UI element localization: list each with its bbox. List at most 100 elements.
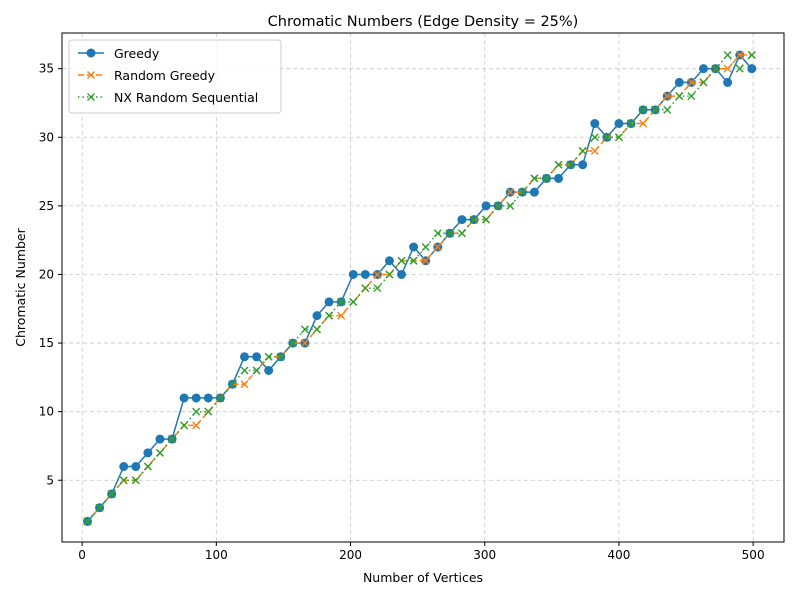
data-point-random-greedy: [723, 64, 732, 73]
series-layer: [82, 50, 757, 526]
data-point-nx-random-sequential: [506, 201, 515, 210]
data-point-nx-random-sequential: [312, 325, 321, 334]
data-point-random-greedy: [240, 380, 249, 389]
legend-marker-nx-random-sequential: [87, 93, 95, 101]
data-point-greedy: [240, 352, 250, 362]
data-point-nx-random-sequential: [180, 421, 189, 430]
data-point-nx-random-sequential: [554, 160, 563, 169]
data-point-nx-random-sequential: [445, 229, 454, 238]
data-point-nx-random-sequential: [747, 50, 756, 59]
legend-label-random-greedy: Random Greedy: [114, 68, 216, 83]
data-point-nx-random-sequential: [614, 133, 623, 142]
data-point-random-greedy: [639, 119, 648, 128]
plot-frame: [61, 32, 785, 543]
data-point-nx-random-sequential: [578, 146, 587, 155]
data-point-nx-random-sequential: [192, 407, 201, 416]
data-point-random-greedy: [590, 146, 599, 155]
y-tick-label: 10: [39, 405, 54, 419]
data-point-nx-random-sequential: [240, 366, 249, 375]
legend-marker-greedy: [86, 48, 96, 58]
legend-box: [68, 39, 282, 114]
data-point-nx-random-sequential: [119, 476, 128, 485]
data-point-greedy: [481, 201, 491, 211]
data-point-nx-random-sequential: [325, 311, 334, 320]
y-tick-label: 25: [39, 199, 54, 213]
data-point-nx-random-sequential: [409, 256, 418, 265]
data-point-greedy: [312, 311, 322, 321]
data-point-greedy: [578, 160, 588, 170]
x-tick-label: 200: [339, 548, 362, 562]
data-point-greedy: [264, 366, 274, 376]
data-point-nx-random-sequential: [252, 366, 261, 375]
data-point-nx-random-sequential: [735, 64, 744, 73]
data-point-nx-random-sequential: [675, 92, 684, 101]
data-point-greedy: [529, 187, 539, 197]
data-point-greedy: [409, 242, 419, 252]
data-point-greedy: [614, 119, 624, 129]
legend-marker-random-greedy: [87, 71, 95, 79]
data-point-nx-random-sequential: [651, 105, 660, 114]
y-tick-label: 5: [46, 473, 54, 487]
data-point-nx-random-sequential: [433, 229, 442, 238]
x-tick-label: 0: [78, 548, 86, 562]
data-point-nx-random-sequential: [276, 352, 285, 361]
data-point-nx-random-sequential: [627, 119, 636, 128]
data-point-nx-random-sequential: [518, 188, 527, 197]
series-nx-random-sequential: [83, 50, 756, 526]
data-point-greedy: [131, 462, 141, 472]
data-point-greedy: [747, 64, 757, 74]
data-point-nx-random-sequential: [639, 105, 648, 114]
data-point-random-greedy: [192, 421, 201, 430]
y-tick-label: 35: [39, 62, 54, 76]
data-point-nx-random-sequential: [204, 407, 213, 416]
data-point-random-greedy: [687, 78, 696, 87]
data-point-random-greedy: [421, 256, 430, 265]
data-point-nx-random-sequential: [107, 489, 116, 498]
data-point-nx-random-sequential: [457, 229, 466, 238]
data-point-random-greedy: [337, 311, 346, 320]
data-point-nx-random-sequential: [228, 380, 237, 389]
data-point-greedy: [191, 393, 201, 403]
data-point-greedy: [674, 77, 684, 87]
data-point-nx-random-sequential: [216, 393, 225, 402]
data-point-greedy: [155, 434, 165, 444]
y-tick-label: 20: [39, 267, 54, 281]
x-tick-label: 400: [607, 548, 630, 562]
legend-label-greedy: Greedy: [114, 46, 160, 61]
x-axis-label: Number of Vertices: [363, 570, 483, 585]
data-point-greedy: [360, 269, 370, 279]
data-point-random-greedy: [735, 50, 744, 59]
data-point-random-greedy: [300, 339, 309, 348]
data-point-greedy: [698, 64, 708, 74]
data-point-nx-random-sequential: [95, 503, 104, 512]
data-point-nx-random-sequential: [143, 462, 152, 471]
data-point-nx-random-sequential: [711, 64, 720, 73]
data-point-greedy: [590, 119, 600, 129]
data-point-nx-random-sequential: [421, 243, 430, 252]
data-point-nx-random-sequential: [530, 174, 539, 183]
data-point-nx-random-sequential: [264, 352, 273, 361]
data-point-nx-random-sequential: [300, 325, 309, 334]
data-point-greedy: [252, 352, 262, 362]
data-point-random-greedy: [433, 243, 442, 252]
chart-title: Chromatic Numbers (Edge Density = 25%): [268, 14, 579, 30]
data-point-greedy: [554, 173, 564, 183]
data-point-nx-random-sequential: [542, 174, 551, 183]
data-point-nx-random-sequential: [83, 517, 92, 526]
data-point-nx-random-sequential: [590, 133, 599, 142]
data-point-greedy: [324, 297, 334, 307]
data-point-greedy: [143, 448, 153, 458]
data-point-greedy: [203, 393, 213, 403]
data-point-nx-random-sequential: [397, 256, 406, 265]
data-point-nx-random-sequential: [566, 160, 575, 169]
x-tick-label: 500: [742, 548, 765, 562]
data-point-greedy: [384, 256, 394, 266]
data-point-nx-random-sequential: [385, 270, 394, 279]
data-point-nx-random-sequential: [288, 339, 297, 348]
data-point-nx-random-sequential: [470, 215, 478, 224]
legend-handles: [78, 48, 104, 101]
data-point-nx-random-sequential: [699, 78, 708, 87]
data-point-nx-random-sequential: [373, 284, 382, 293]
data-point-random-greedy: [663, 92, 672, 101]
